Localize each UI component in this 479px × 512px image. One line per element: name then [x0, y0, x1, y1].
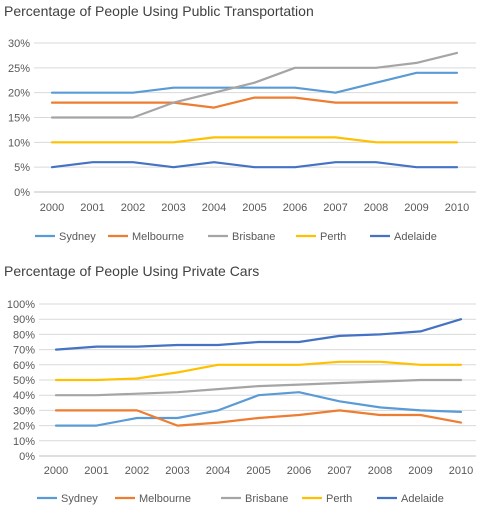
- chart1-x-tick-label: 2009: [404, 202, 428, 214]
- chart1-x-tick-label: 2007: [323, 202, 347, 214]
- chart1-y-tick-label: 5%: [14, 162, 30, 174]
- chart1-series-line-perth: [50, 136, 459, 144]
- chart2-x-tick-label: 2009: [408, 465, 432, 477]
- chart2-x-tick-label: 2001: [84, 465, 108, 477]
- chart2-x-tick-label: 2007: [327, 465, 351, 477]
- chart1-x-tick-label: 2010: [445, 202, 469, 214]
- chart1-series-line-melbourne: [50, 96, 459, 109]
- chart2-y-tick-label: 10%: [13, 436, 35, 448]
- chart-2-title: Percentage of People Using Private Cars: [4, 263, 260, 279]
- chart2-y-tick-label: 40%: [13, 390, 35, 402]
- chart2-series-line-sydney: [54, 391, 463, 427]
- chart1-x-tick-label: 2000: [40, 202, 64, 214]
- chart1-y-tick-label: 0%: [14, 187, 30, 199]
- chart2-legend-label-adelaide: Adelaide: [401, 493, 444, 505]
- chart2-y-tick-label: 90%: [13, 314, 35, 326]
- chart2-series-line-adelaide: [54, 318, 463, 351]
- chart1-x-tick-label: 2003: [161, 202, 185, 214]
- chart2-x-tick-label: 2005: [246, 465, 270, 477]
- chart2-series-line-perth: [54, 360, 463, 382]
- chart2-y-tick-label: 0%: [19, 451, 35, 463]
- chart2-y-tick-label: 50%: [13, 375, 35, 387]
- chart2-legend-label-melbourne: Melbourne: [139, 493, 191, 505]
- chart1-x-tick-label: 2002: [121, 202, 145, 214]
- chart1-series-line-adelaide: [50, 161, 459, 169]
- chart2-legend-label-sydney: Sydney: [61, 493, 98, 505]
- chart2-x-tick-label: 2006: [287, 465, 311, 477]
- chart2-x-tick-label: 2004: [206, 465, 230, 477]
- chart1-legend-label-brisbane: Brisbane: [232, 231, 275, 243]
- chart2-y-tick-label: 70%: [13, 345, 35, 357]
- chart2-y-tick-label: 20%: [13, 421, 35, 433]
- chart1-series-line-brisbane: [50, 51, 459, 119]
- chart2-x-tick-label: 2003: [165, 465, 189, 477]
- chart1-legend-label-melbourne: Melbourne: [132, 231, 184, 243]
- chart1-x-tick-label: 2004: [202, 202, 226, 214]
- chart1-legend-label-sydney: Sydney: [59, 231, 96, 243]
- chart2-series-line-brisbane: [54, 378, 463, 397]
- chart2-y-tick-label: 30%: [13, 405, 35, 417]
- chart1-x-tick-label: 2008: [364, 202, 388, 214]
- chart1-legend-label-adelaide: Adelaide: [394, 231, 437, 243]
- chart1-y-tick-label: 15%: [8, 113, 30, 125]
- chart1-y-tick-label: 20%: [8, 88, 30, 100]
- chart2-series-line-melbourne: [54, 409, 463, 427]
- chart-2-svg: 0% 10% 20% 30% 40% 50% 60% 70% 80% 90% 100% 2000 200…: [7, 299, 476, 505]
- chart1-series-line-sydney: [50, 71, 459, 94]
- chart2-y-tick-label: 60%: [13, 360, 35, 372]
- chart2-legend-label-perth: Perth: [326, 493, 352, 505]
- chart1-x-tick-label: 2005: [242, 202, 266, 214]
- chart1-legend-label-perth: Perth: [320, 231, 346, 243]
- chart2-x-tick-label: 2008: [368, 465, 392, 477]
- chart1-y-tick-label: 10%: [8, 137, 30, 149]
- chart-1-svg: 0% 5% 10% 15% 20% 25% 30% 2000 2001 2002 2003 2004 2…: [8, 38, 476, 243]
- chart2-x-tick-label: 2010: [449, 465, 473, 477]
- chart2-legend-label-brisbane: Brisbane: [245, 493, 288, 505]
- chart-1-title: Percentage of People Using Public Transp…: [4, 3, 314, 19]
- chart1-y-tick-label: 30%: [8, 38, 30, 50]
- chart1-y-tick-label: 25%: [8, 63, 30, 75]
- chart2-x-tick-label: 2002: [125, 465, 149, 477]
- chart1-x-tick-label: 2006: [283, 202, 307, 214]
- chart1-x-tick-label: 2001: [80, 202, 104, 214]
- chart2-y-tick-label: 100%: [7, 299, 35, 311]
- chart2-y-tick-label: 80%: [13, 329, 35, 341]
- chart2-x-tick-label: 2000: [44, 465, 68, 477]
